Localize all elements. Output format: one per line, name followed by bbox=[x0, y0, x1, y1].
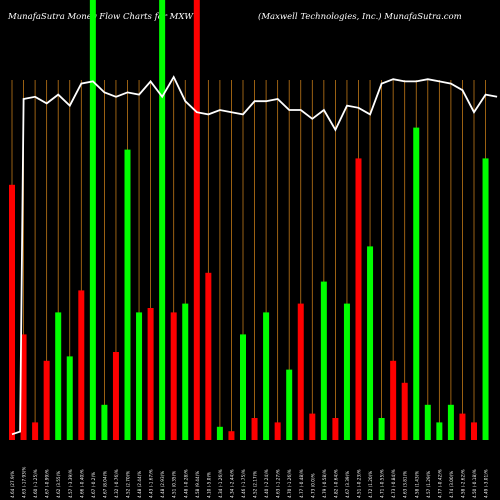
money-flow-bar bbox=[182, 303, 189, 440]
money-flow-bar bbox=[447, 404, 454, 440]
chart-title: MunafaSutra Money Flow Charts for MXW bbox=[8, 12, 194, 22]
money-flow-bar bbox=[482, 158, 489, 440]
x-tick-label: 4.51 (0.35)% bbox=[172, 471, 177, 498]
x-tick-label: 4.48 (2.44)% bbox=[137, 471, 142, 498]
x-tick-label: 4.58 (-2.62)% bbox=[460, 469, 465, 498]
bar-layer bbox=[9, 0, 489, 440]
x-tick-label: 4.43 (-1.67)% bbox=[149, 469, 154, 498]
x-tick-label: 4.51 (-0.23)% bbox=[357, 469, 362, 498]
money-flow-bar bbox=[309, 413, 316, 440]
money-flow-bar bbox=[251, 418, 258, 440]
money-flow-bar bbox=[240, 334, 246, 440]
x-tick-label: 4.34 (-2.44)% bbox=[229, 469, 234, 498]
money-flow-bar bbox=[66, 356, 73, 440]
money-flow-bar bbox=[343, 303, 350, 440]
x-tick-label: 4.57 (1.29)% bbox=[426, 471, 431, 498]
money-flow-bar bbox=[297, 303, 304, 440]
money-flow-bar bbox=[124, 149, 131, 440]
x-tick-label: 4.48 (-0.28)% bbox=[183, 469, 188, 498]
money-flow-bar bbox=[43, 360, 50, 440]
money-flow-bar bbox=[9, 184, 15, 440]
x-tick-label: 4.73 (0.0)% bbox=[310, 473, 315, 498]
x-tick-label: 4.58 (1.43)% bbox=[414, 471, 419, 498]
money-flow-bar bbox=[401, 382, 408, 440]
x-tick-label: 4.64 (27.9)% bbox=[10, 471, 15, 498]
money-flow-bar bbox=[193, 0, 200, 440]
money-flow-bar bbox=[228, 431, 235, 440]
money-flow-bar bbox=[32, 422, 39, 440]
money-flow-bar bbox=[263, 312, 270, 440]
line-layer bbox=[11, 75, 498, 436]
x-tick-label: 4.63 (-17.93)% bbox=[22, 467, 27, 498]
chart-subtitle: (Maxwell Technologies, Inc.) MunafaSutra… bbox=[258, 12, 462, 22]
x-tick-label: 4.60 (-1.25)% bbox=[33, 469, 38, 498]
money-flow-bar bbox=[170, 312, 177, 440]
money-flow-bar bbox=[159, 0, 166, 440]
money-flow-bar bbox=[459, 413, 466, 440]
x-tick-label: 4.74 (3.00)% bbox=[449, 471, 454, 498]
money-flow-bar bbox=[89, 0, 96, 440]
money-flow-bar bbox=[216, 426, 223, 440]
x-tick-label: 4.63 (3.81)% bbox=[403, 471, 408, 498]
money-flow-bar bbox=[378, 418, 385, 440]
money-flow-bar bbox=[274, 422, 281, 440]
tick-label-layer: 4.64 (27.9)% 4.63 (-17.93)% 4.60 (-1.25)% 4… bbox=[10, 467, 489, 498]
x-tick-label: 4.67 (-0.99)% bbox=[45, 469, 50, 498]
money-flow-bar bbox=[55, 312, 62, 440]
x-tick-label: 4.52 (2.70)% bbox=[126, 471, 131, 498]
x-tick-label: 4.48 (2.93)% bbox=[160, 471, 165, 498]
x-tick-label: 4.70 (-1.26)% bbox=[287, 469, 292, 498]
x-tick-label: 4.40 (-2.24)% bbox=[264, 469, 269, 498]
money-flow-bar bbox=[205, 272, 212, 440]
money-flow-bar bbox=[355, 158, 362, 440]
money-flow-bar bbox=[101, 404, 108, 440]
x-tick-label: 4.67 (3.39)% bbox=[345, 471, 350, 498]
money-flow-bar bbox=[413, 127, 420, 440]
price-line bbox=[11, 75, 498, 436]
x-tick-label: 4.77 (-0.48)% bbox=[299, 469, 304, 498]
x-tick-label: 4.72 (1.20)% bbox=[368, 471, 373, 498]
x-tick-label: 4.49 (-3.01)% bbox=[484, 469, 489, 498]
x-tick-label: 4.67 (-0.2)% bbox=[91, 472, 96, 498]
x-tick-label: 4.71 (-0.55)% bbox=[380, 469, 385, 498]
money-flow-bar bbox=[136, 312, 143, 440]
money-flow-bar bbox=[332, 418, 339, 440]
money-flow-bar bbox=[436, 422, 443, 440]
x-tick-label: 4.34 (-1.26)% bbox=[218, 469, 223, 498]
x-tick-label: 4.82 (-0.64)% bbox=[333, 469, 338, 498]
x-tick-label: 4.67 (8.04)% bbox=[102, 471, 107, 498]
x-tick-label: 4.73 (-0.84)% bbox=[391, 469, 396, 498]
x-tick-label: 4.79 (-0.58)% bbox=[322, 469, 327, 498]
x-tick-label: 4.52 (2.17)% bbox=[253, 471, 258, 498]
money-flow-bar bbox=[367, 246, 374, 440]
x-tick-label: 4.63 (-1.27)% bbox=[276, 469, 281, 498]
x-tick-label: 4.57 (-3.39)% bbox=[68, 469, 73, 498]
money-flow-bar bbox=[471, 422, 477, 440]
money-flow-bar bbox=[424, 404, 431, 440]
x-tick-label: 4.58 (9.44)% bbox=[195, 471, 200, 498]
money-flow-bar bbox=[112, 352, 119, 440]
x-tick-label: 4.10 (-5.0)% bbox=[206, 472, 211, 498]
money-flow-bar bbox=[286, 369, 293, 440]
x-tick-label: 4.32 (-0.76)% bbox=[114, 469, 119, 498]
money-flow-bar bbox=[390, 360, 397, 440]
money-flow-bar bbox=[320, 281, 327, 440]
money-flow-bar bbox=[147, 308, 154, 440]
x-tick-label: 4.46 (-1.75)% bbox=[241, 469, 246, 498]
x-tick-label: 4.62 (3.55)% bbox=[56, 471, 61, 498]
money-flow-bar bbox=[20, 334, 27, 440]
x-tick-label: 4.66 (-0.40)% bbox=[79, 469, 84, 498]
money-flow-bar bbox=[78, 290, 85, 440]
x-tick-label: 4.50 (-0.18)% bbox=[472, 469, 477, 498]
x-tick-label: 4.77 (-0.42)% bbox=[437, 469, 442, 498]
